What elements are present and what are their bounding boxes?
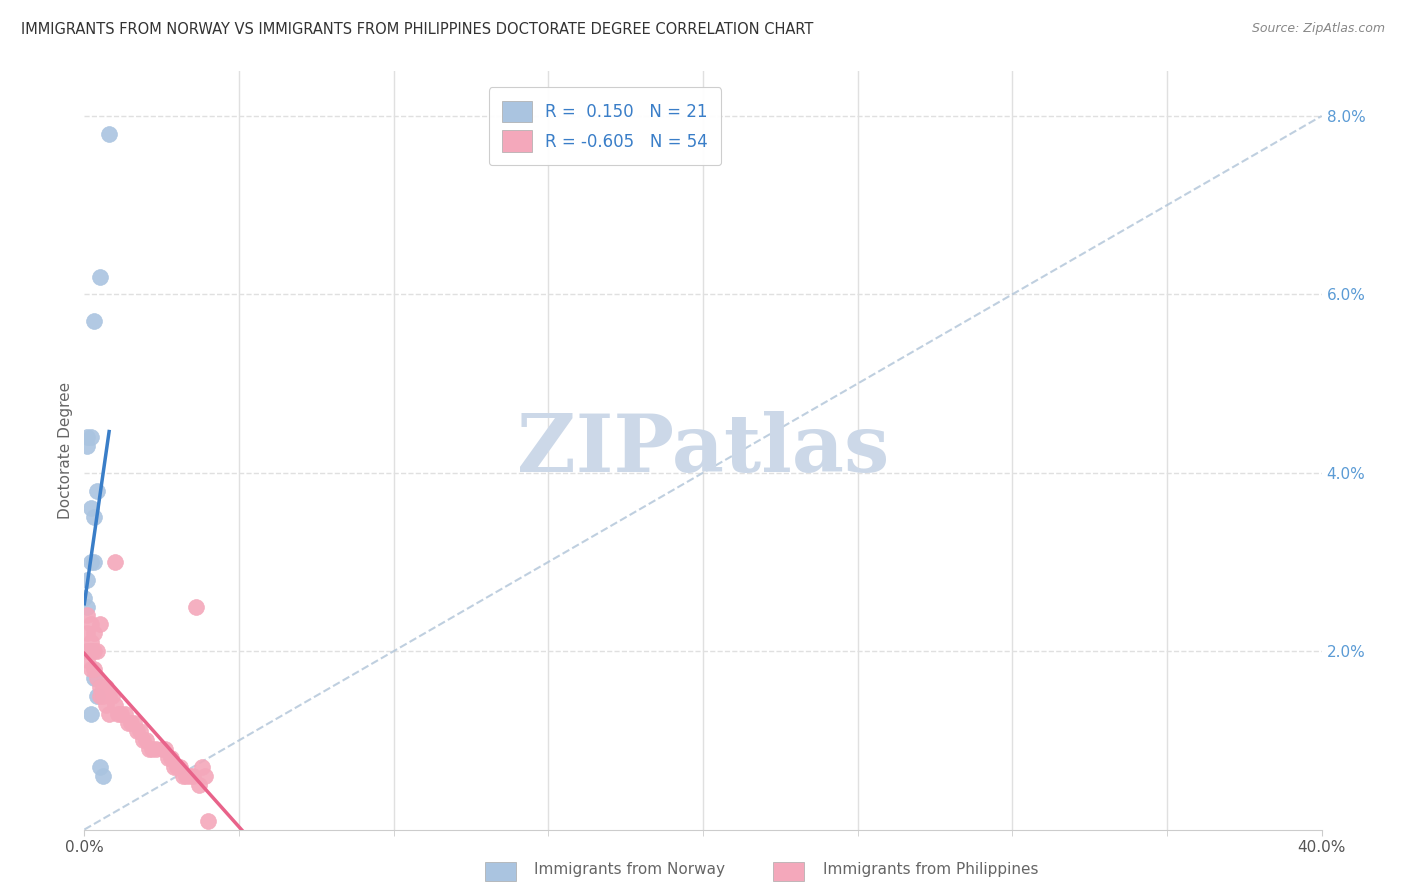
Point	[76, 644, 98, 658]
Point	[98, 127, 121, 141]
Point	[191, 760, 214, 774]
Point	[101, 689, 124, 703]
Point	[184, 599, 207, 614]
Point	[104, 555, 127, 569]
Point	[91, 769, 114, 783]
Point	[83, 644, 105, 658]
Y-axis label: Doctorate Degree: Doctorate Degree	[58, 382, 73, 519]
Point	[89, 760, 111, 774]
Point	[172, 769, 194, 783]
Text: IMMIGRANTS FROM NORWAY VS IMMIGRANTS FROM PHILIPPINES DOCTORATE DEGREE CORRELATI: IMMIGRANTS FROM NORWAY VS IMMIGRANTS FRO…	[21, 22, 814, 37]
Point	[117, 715, 139, 730]
Point	[141, 742, 163, 756]
Point	[122, 715, 145, 730]
Point	[132, 733, 155, 747]
Point	[125, 724, 148, 739]
Legend: R =  0.150   N = 21, R = -0.605   N = 54: R = 0.150 N = 21, R = -0.605 N = 54	[489, 87, 721, 165]
Point	[166, 760, 188, 774]
Point	[163, 760, 186, 774]
Point	[120, 715, 142, 730]
Point	[86, 644, 108, 658]
Point	[89, 269, 111, 284]
Point	[79, 430, 101, 444]
Point	[76, 644, 98, 658]
Point	[76, 599, 98, 614]
Text: Source: ZipAtlas.com: Source: ZipAtlas.com	[1251, 22, 1385, 36]
Point	[79, 662, 101, 676]
Point	[91, 680, 114, 694]
Point	[89, 689, 111, 703]
Point	[91, 689, 114, 703]
Point	[179, 769, 201, 783]
Point	[79, 635, 101, 649]
Point	[194, 769, 217, 783]
Point	[153, 742, 176, 756]
Text: ZIPatlas: ZIPatlas	[517, 411, 889, 490]
Point	[107, 706, 129, 721]
Text: Immigrants from Norway: Immigrants from Norway	[534, 863, 725, 877]
Point	[129, 724, 152, 739]
Point	[83, 662, 105, 676]
Point	[197, 814, 219, 828]
Point	[83, 626, 105, 640]
Point	[94, 698, 117, 712]
Point	[79, 644, 101, 658]
Point	[114, 706, 136, 721]
Point	[135, 733, 157, 747]
Point	[79, 644, 101, 658]
Point	[86, 689, 108, 703]
Point	[89, 680, 111, 694]
Point	[98, 689, 121, 703]
Text: Immigrants from Philippines: Immigrants from Philippines	[823, 863, 1038, 877]
Point	[76, 653, 98, 667]
Point	[79, 617, 101, 632]
Point	[79, 501, 101, 516]
Point	[98, 706, 121, 721]
Point	[187, 778, 209, 792]
Point	[83, 555, 105, 569]
Point	[73, 591, 96, 605]
Point	[110, 706, 132, 721]
Point	[104, 698, 127, 712]
Point	[86, 483, 108, 498]
Point	[83, 510, 105, 524]
Point	[76, 439, 98, 453]
Point	[79, 555, 101, 569]
Point	[83, 671, 105, 685]
Point	[176, 769, 198, 783]
Point	[156, 751, 179, 765]
Point	[138, 742, 160, 756]
Point	[181, 769, 204, 783]
Point	[83, 314, 105, 328]
Point	[94, 680, 117, 694]
Point	[86, 671, 108, 685]
Point	[89, 617, 111, 632]
Point	[76, 573, 98, 587]
Point	[169, 760, 191, 774]
Point	[76, 626, 98, 640]
Point	[160, 751, 183, 765]
Point	[145, 742, 167, 756]
Point	[150, 742, 173, 756]
Point	[76, 608, 98, 623]
Point	[79, 706, 101, 721]
Point	[76, 430, 98, 444]
